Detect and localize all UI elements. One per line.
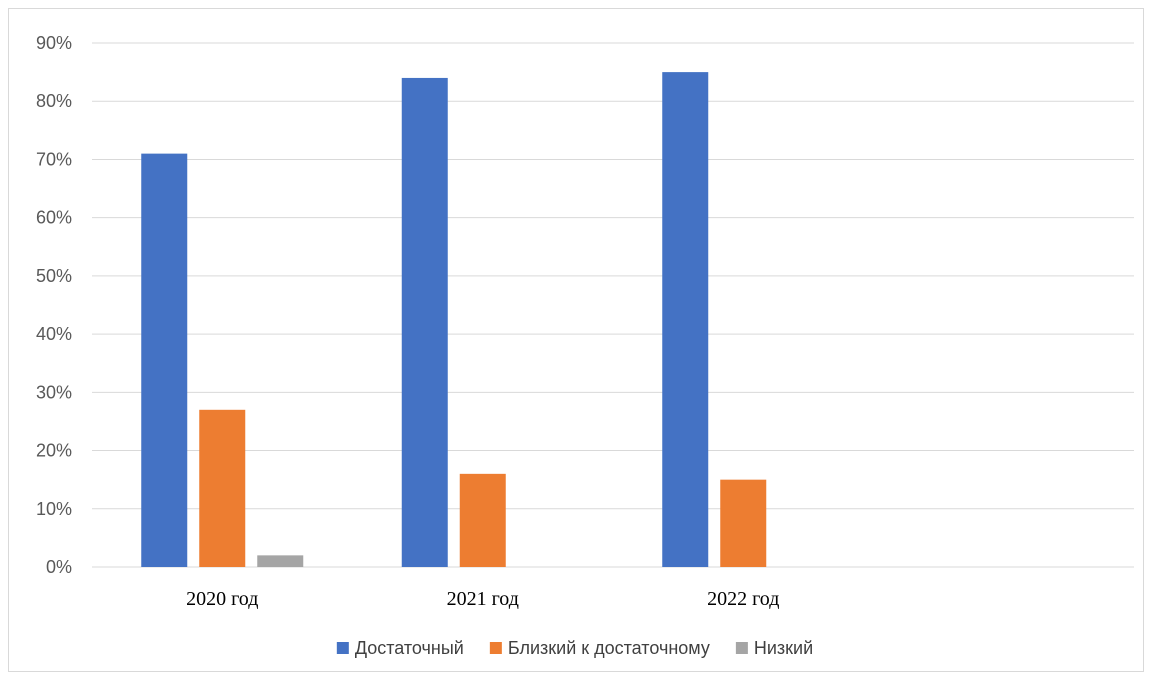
legend-label: Достаточный (355, 638, 464, 658)
bar (401, 77, 448, 567)
y-tick-label: 30% (36, 382, 72, 402)
legend: Достаточный Близкий к достаточному Низкий (336, 638, 813, 658)
y-tick-label: 0% (46, 557, 72, 577)
x-category-label: 2021 год (447, 588, 519, 610)
x-category-label: 2020 год (186, 588, 258, 610)
y-axis: 0% 10% 20% 30% 40% 50% 60% 70% 80% 90% (36, 33, 72, 577)
legend-label: Близкий к достаточному (508, 638, 710, 658)
y-tick-label: 40% (36, 324, 72, 344)
x-axis: 2020 год 2021 год 2022 год (186, 588, 779, 610)
gridlines (92, 42, 1134, 568)
bars (141, 72, 767, 567)
legend-swatch (735, 642, 748, 654)
y-tick-label: 80% (36, 91, 72, 111)
y-tick-label: 10% (36, 499, 72, 519)
legend-swatch (489, 642, 502, 654)
y-tick-label: 70% (36, 149, 72, 169)
chart-frame (8, 8, 1144, 672)
bar (459, 473, 506, 567)
bar (199, 409, 246, 567)
legend-label: Низкий (754, 638, 813, 658)
bar (720, 479, 767, 567)
y-tick-label: 90% (36, 33, 72, 53)
y-tick-label: 60% (36, 208, 72, 228)
y-tick-label: 50% (36, 266, 72, 286)
bar (257, 555, 304, 567)
bar (141, 153, 188, 567)
x-category-label: 2022 год (707, 588, 779, 610)
bar (662, 72, 709, 567)
legend-swatch (336, 642, 349, 654)
y-tick-label: 20% (36, 441, 72, 461)
